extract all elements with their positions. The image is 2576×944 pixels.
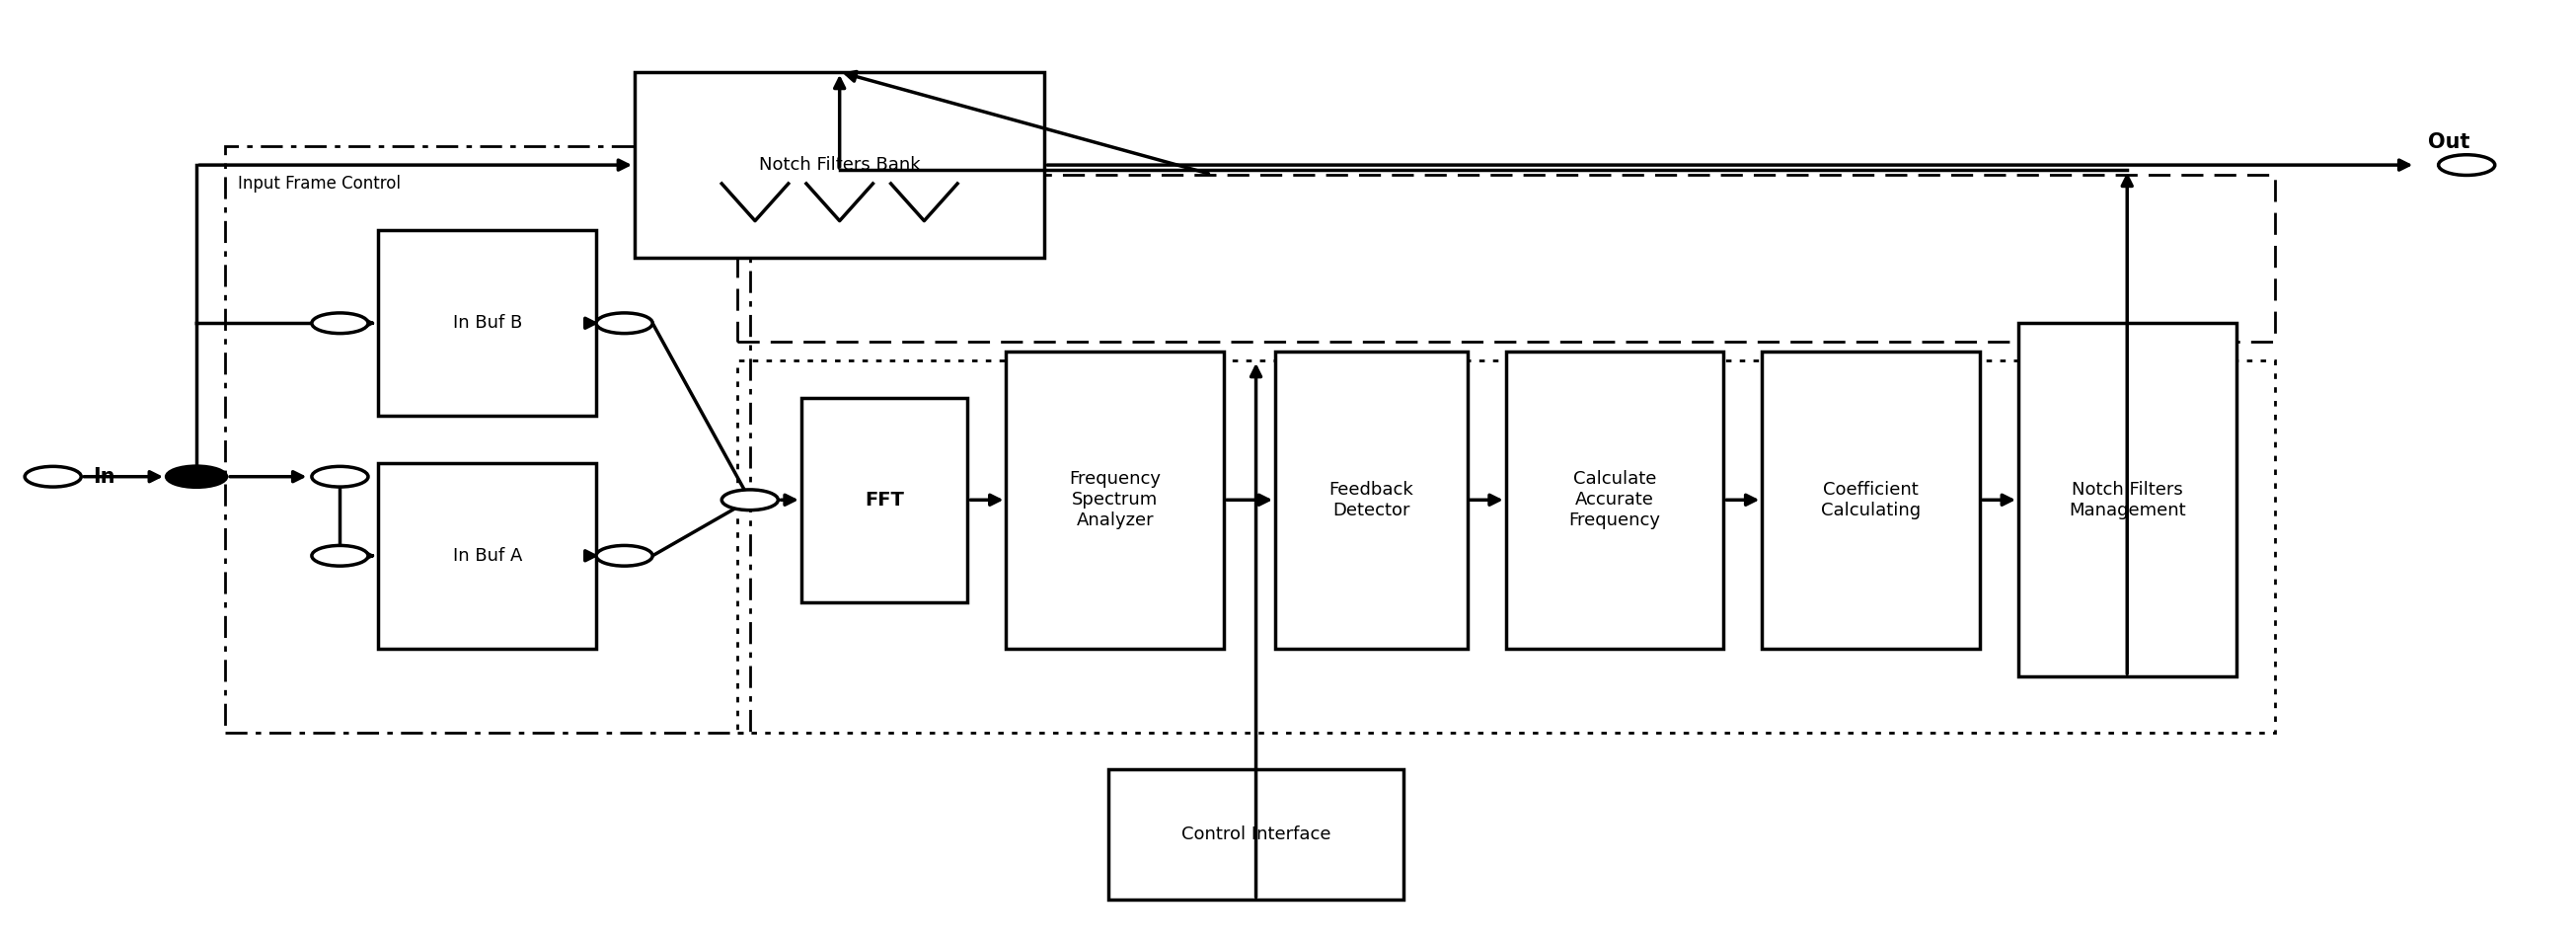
Circle shape [26,466,82,487]
Text: FFT: FFT [866,491,904,510]
Circle shape [595,546,652,566]
Circle shape [721,490,778,510]
Circle shape [312,466,368,487]
FancyBboxPatch shape [1275,351,1468,649]
Circle shape [165,465,227,488]
FancyBboxPatch shape [634,72,1046,258]
Text: Input Frame Control: Input Frame Control [237,175,399,192]
FancyBboxPatch shape [2017,323,2236,677]
FancyBboxPatch shape [1108,769,1404,900]
FancyBboxPatch shape [1762,351,1981,649]
FancyBboxPatch shape [379,463,595,649]
Text: Calculate
Accurate
Frequency: Calculate Accurate Frequency [1569,470,1662,530]
Text: Notch Filters Bank: Notch Filters Bank [760,156,920,174]
Text: Feedback
Detector: Feedback Detector [1329,480,1414,519]
Text: In Buf B: In Buf B [453,314,523,332]
FancyBboxPatch shape [1507,351,1723,649]
Text: In: In [93,466,116,486]
Circle shape [2439,155,2494,176]
Circle shape [312,546,368,566]
FancyBboxPatch shape [801,397,969,602]
Text: In Buf A: In Buf A [453,547,523,565]
Text: Frequency
Spectrum
Analyzer: Frequency Spectrum Analyzer [1069,470,1162,530]
FancyBboxPatch shape [1007,351,1224,649]
Text: Out: Out [2429,132,2470,152]
Text: Control Interface: Control Interface [1182,826,1332,844]
Text: Notch Filters
Management: Notch Filters Management [2069,480,2184,519]
Circle shape [312,312,368,333]
Circle shape [595,312,652,333]
Text: Coefficient
Calculating: Coefficient Calculating [1821,480,1922,519]
FancyBboxPatch shape [379,230,595,416]
